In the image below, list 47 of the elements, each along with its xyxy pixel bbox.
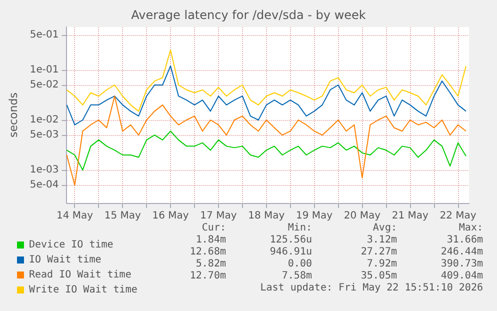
line-series [66, 50, 467, 112]
y-tick-label: 5e-04 [30, 180, 59, 191]
y-tick-label: 5e-01 [30, 29, 59, 40]
y-tick-label: 1e-03 [30, 164, 59, 176]
y-tick-label: 5e-03 [30, 130, 59, 141]
text: 35.05m [360, 270, 397, 282]
legend-label: IO Wait time [29, 254, 102, 266]
text: 12.70m [190, 270, 226, 282]
text: 246.44m [440, 246, 483, 258]
legend-label: Read IO Wait time [29, 270, 132, 280]
x-tick-label: 15 May [104, 210, 142, 222]
y-tick-label: 5e-02 [30, 80, 59, 90]
text: 125.56u [270, 234, 312, 246]
text: 1.84m [196, 234, 226, 246]
text: 5.82m [196, 258, 226, 270]
text: 409.04m [440, 270, 483, 282]
x-tick-label: 14 May [56, 210, 94, 222]
line-series [66, 65, 467, 126]
x-tick-label: 20 May [344, 210, 381, 222]
text: 3.12m [366, 234, 397, 246]
text: Min: [288, 222, 312, 234]
text: 0.00 [288, 258, 312, 270]
text: Cur: [202, 222, 226, 234]
y-tick-label: 1e-01 [30, 64, 59, 76]
text: 7.92m [366, 258, 397, 270]
y-axis-title: seconds [7, 92, 20, 138]
text: Max: [458, 222, 483, 234]
line-series [66, 130, 467, 171]
legend-label: Device IO time [29, 240, 114, 250]
legend-label: Write IO Wait time [29, 284, 138, 296]
x-tick-label: 17 May [200, 210, 237, 222]
text: 27.27m [360, 246, 397, 258]
text: 31.66m [446, 234, 483, 246]
x-tick-label: 18 May [248, 210, 285, 222]
line-series [66, 96, 467, 186]
text: 7.58m [282, 270, 312, 282]
text: Last update: Fri May 22 15:51:10 2026 [260, 282, 483, 294]
text: Avg: [372, 222, 397, 234]
x-tick-label: 21 May [392, 210, 428, 222]
text: 12.68m [190, 246, 226, 258]
text: 946.91u [270, 246, 312, 258]
x-tick-label: 22 May [440, 210, 476, 222]
x-tick-label: 19 May [296, 210, 333, 222]
y-tick-label: 1e-02 [30, 114, 59, 126]
chart-title: Average latency for /dev/sda - by week [131, 8, 366, 22]
x-tick-label: 16 May [152, 210, 189, 222]
text: 390.73m [440, 258, 483, 270]
